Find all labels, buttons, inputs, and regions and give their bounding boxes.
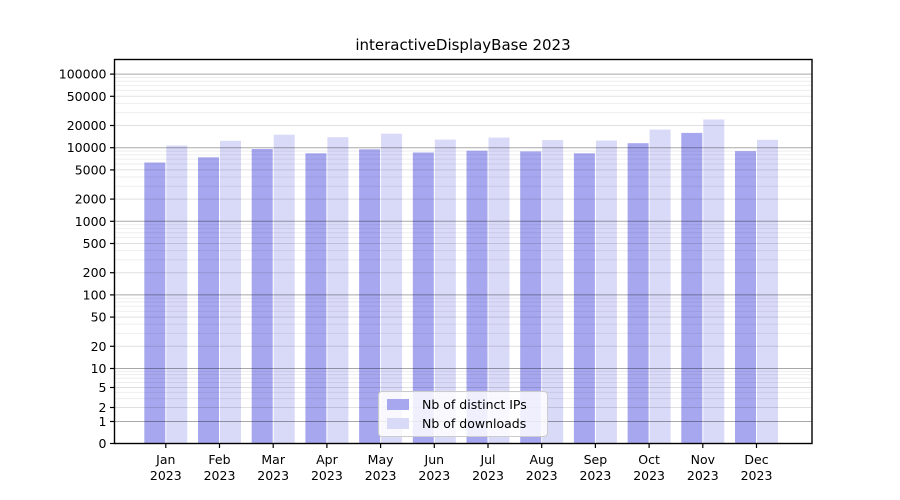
y-tick-label-5000: 5000: [75, 162, 107, 177]
y-tick-label-2000: 2000: [75, 192, 107, 207]
bar-downloads-jan: [166, 145, 188, 443]
x-tick-label-aug: Aug 2023: [526, 452, 558, 483]
legend-swatch-downloads-icon: [387, 418, 409, 429]
chart-title: interactiveDisplayBase 2023: [355, 36, 570, 54]
bar-distinct-ips-feb: [198, 157, 219, 444]
y-tick-label-50: 50: [91, 310, 107, 325]
legend-item-downloads: Nb of downloads: [387, 416, 547, 431]
y-tick-label-0: 0: [99, 436, 107, 451]
y-axis-labels: 0 12 5 10 20 50 100 200 500 1000 2000 5000 10000 2000…: [59, 67, 107, 451]
bar-distinct-ips-dec: [735, 151, 756, 443]
y-tick-label-10000: 10000: [67, 140, 107, 155]
y-tick-label-1000: 1000: [75, 214, 107, 229]
bar-downloads-oct: [649, 129, 671, 443]
bar-distinct-ips-nov: [681, 132, 703, 443]
y-tick-label-20000: 20000: [67, 118, 107, 133]
y-tick-label-5: 5: [99, 380, 107, 395]
y-tick-label-1: 1: [99, 414, 107, 429]
y-tick-label-50000: 50000: [67, 89, 107, 104]
ticks-group: [110, 73, 758, 448]
bar-distinct-ips-aug: [520, 151, 542, 443]
x-tick-label-mar: Mar 2023: [257, 452, 289, 483]
bar-downloads-dec: [757, 139, 778, 444]
x-tick-label-jan: Jan 2023: [150, 452, 182, 483]
bar-downloads-nov: [703, 119, 725, 443]
legend-swatch-distinct-ips-icon: [387, 399, 409, 410]
legend-item-distinct-ips: Nb of distinct IPs: [387, 397, 547, 412]
y-tick-label-20: 20: [91, 339, 107, 354]
x-tick-label-may: May 2023: [365, 452, 397, 483]
bar-downloads-jun: [434, 139, 456, 443]
x-tick-label-apr: Apr 2023: [311, 452, 343, 483]
x-tick-label-oct: Oct 2023: [633, 452, 665, 483]
y-tick-label-500: 500: [83, 236, 107, 251]
x-tick-label-feb: Feb 2023: [204, 452, 236, 483]
bar-downloads-feb: [220, 140, 241, 444]
y-tick-label-10: 10: [91, 361, 107, 376]
bars-group: [144, 119, 778, 444]
legend-label-downloads: Nb of downloads: [422, 416, 527, 431]
legend: Nb of distinct IPs Nb of downloads: [378, 391, 548, 437]
gridlines-group: [114, 73, 812, 422]
bar-distinct-ips-oct: [627, 143, 649, 443]
bar-distinct-ips-jan: [144, 162, 166, 443]
y-tick-label-200: 200: [83, 265, 107, 280]
x-tick-label-jun: Jun 2023: [418, 452, 450, 483]
bar-distinct-ips-apr: [305, 153, 327, 444]
y-tick-label-2: 2: [99, 400, 107, 415]
bar-downloads-mar: [273, 134, 295, 443]
legend-label-distinct-ips: Nb of distinct IPs: [422, 397, 527, 412]
bar-distinct-ips-mar: [251, 149, 273, 443]
y-tick-label-100: 100: [83, 287, 107, 302]
bar-downloads-may: [381, 133, 403, 443]
bar-distinct-ips-jun: [412, 152, 434, 443]
bar-downloads-aug: [542, 140, 564, 443]
bar-downloads-apr: [327, 137, 349, 443]
x-tick-label-nov: Nov 2023: [687, 452, 719, 483]
bar-distinct-ips-jul: [466, 150, 488, 443]
x-tick-label-sep: Sep 2023: [579, 452, 611, 483]
bar-distinct-ips-may: [359, 149, 381, 444]
y-tick-label-100000: 100000: [59, 67, 107, 82]
x-tick-label-dec: Dec 2023: [741, 452, 773, 483]
bar-distinct-ips-sep: [573, 153, 595, 444]
x-axis-labels: Jan 2023 Feb 2023 Mar 2023 Apr 2023 May 2023 Jun 20…: [150, 452, 773, 483]
plot-frame: [113, 58, 813, 445]
x-tick-label-jul: Jul 2023: [472, 452, 504, 483]
bar-downloads-jul: [488, 137, 510, 443]
bar-downloads-sep: [595, 140, 617, 443]
